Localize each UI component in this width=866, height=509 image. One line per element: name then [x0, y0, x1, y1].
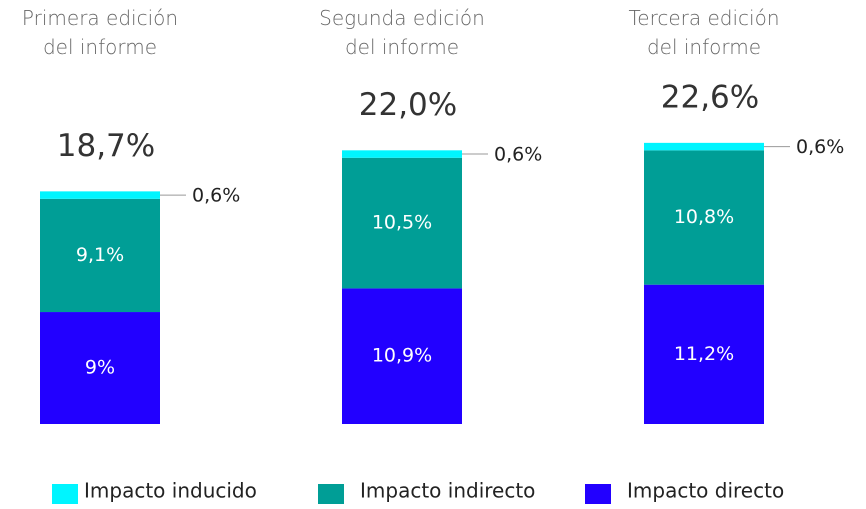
legend-label: Impacto directo	[627, 479, 784, 503]
value-label: 10,9%	[372, 345, 432, 367]
bar-segment	[644, 284, 764, 424]
legend-label: Impacto inducido	[84, 479, 257, 503]
bar-segment	[40, 312, 160, 424]
value-label: 0,6%	[796, 136, 844, 158]
value-label: 10,8%	[674, 206, 734, 228]
category-text: Segunda edición del informe	[319, 6, 485, 59]
bar-segment	[342, 157, 462, 289]
legend-swatch	[52, 484, 78, 504]
category-text: Tercera edición del informe	[628, 6, 780, 59]
legend-swatch	[585, 484, 611, 504]
value-label: 10,5%	[372, 212, 432, 234]
bar-segment	[342, 150, 462, 158]
total-label: 18,7%	[57, 128, 155, 164]
bar-segment	[40, 198, 160, 313]
value-label: 9,1%	[76, 244, 124, 266]
bar-segment	[40, 191, 160, 199]
value-label: 9%	[85, 357, 115, 379]
category-label: Tercera edición del informe	[594, 4, 814, 62]
bar-segment	[644, 150, 764, 285]
value-label: 0,6%	[494, 144, 542, 166]
category-text: Primera edición del informe	[21, 6, 179, 59]
value-label: 11,2%	[674, 343, 734, 365]
total-label: 22,6%	[661, 79, 759, 115]
legend-swatch	[318, 484, 344, 504]
bar-segment	[342, 288, 462, 424]
category-label: Primera edición del informe	[0, 4, 210, 62]
total-label: 22,0%	[359, 87, 457, 123]
category-label: Segunda edición del informe	[292, 4, 512, 62]
bar-segment	[644, 142, 764, 151]
value-label: 0,6%	[192, 185, 240, 207]
legend-label: Impacto indirecto	[360, 479, 535, 503]
